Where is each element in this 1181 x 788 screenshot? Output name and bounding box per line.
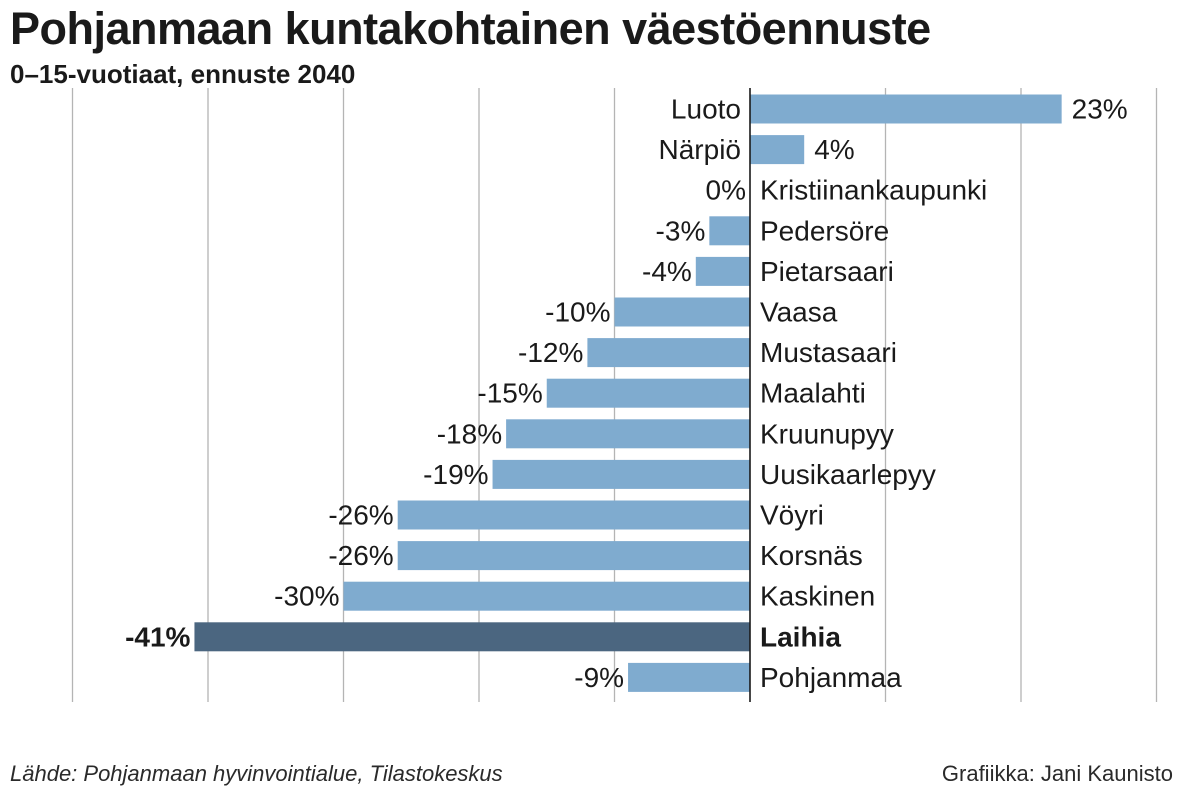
category-label-luoto: Luoto [671,94,741,125]
value-label-kristiinankaupunki: 0% [706,175,746,206]
category-label-kruunupyy: Kruunupyy [760,418,894,449]
bar-pietarsaari [695,256,750,286]
bar-korsnas [397,541,750,571]
bar-pohjanmaa [628,662,750,692]
category-label-laihia: Laihia [760,621,841,652]
label-layer: Luoto 23% Närpiö 4% Kristiinankaupunki 0% Pede… [125,94,1128,693]
category-label-pietarsaari: Pietarsaari [760,256,894,287]
chart-title: Pohjanmaan kuntakohtainen väestöennuste [10,3,931,54]
bar-vaasa [614,297,750,327]
value-label-narpio: 4% [814,134,854,165]
value-label-kaskinen: -30% [274,581,339,612]
category-label-pohjanmaa: Pohjanmaa [760,662,902,693]
graphic-credit: Grafiikka: Jani Kaunisto [941,761,1173,786]
value-label-maalahti: -15% [477,378,542,409]
bar-luoto [750,94,1062,124]
bar-mustasaari [587,338,750,368]
value-label-uusikaarlepyy: -19% [423,459,488,490]
bar-laihia [194,622,750,652]
category-label-kaskinen: Kaskinen [760,581,875,612]
category-label-uusikaarlepyy: Uusikaarlepyy [760,459,936,490]
bar-uusikaarlepyy [492,459,750,489]
category-label-voyri: Vöyri [760,500,824,531]
bar-kruunupyy [506,419,750,449]
value-label-pietarsaari: -4% [642,256,692,287]
category-label-korsnas: Korsnäs [760,540,863,571]
value-label-kruunupyy: -18% [437,418,502,449]
value-label-korsnas: -26% [328,540,393,571]
value-label-luoto: 23% [1072,94,1128,125]
value-label-vaasa: -10% [545,297,610,328]
bar-maalahti [546,378,750,408]
value-label-pedersore: -3% [656,215,706,246]
category-label-narpio: Närpiö [659,134,741,165]
source-note: Lähde: Pohjanmaan hyvinvointialue, Tilas… [10,761,503,786]
value-label-pohjanmaa: -9% [574,662,624,693]
category-label-vaasa: Vaasa [760,297,838,328]
bar-layer [194,94,1062,692]
value-label-laihia: -41% [125,621,190,652]
chart-subtitle: 0–15-vuotiaat, ennuste 2040 [10,59,356,89]
value-label-voyri: -26% [328,500,393,531]
bar-narpio [750,135,805,165]
category-label-kristiinankaupunki: Kristiinankaupunki [760,175,987,206]
bar-pedersore [709,216,750,246]
category-label-mustasaari: Mustasaari [760,337,897,368]
bar-voyri [397,500,750,530]
value-label-mustasaari: -12% [518,337,583,368]
category-label-maalahti: Maalahti [760,378,866,409]
bar-kaskinen [343,581,750,611]
category-label-pedersore: Pedersöre [760,215,889,246]
